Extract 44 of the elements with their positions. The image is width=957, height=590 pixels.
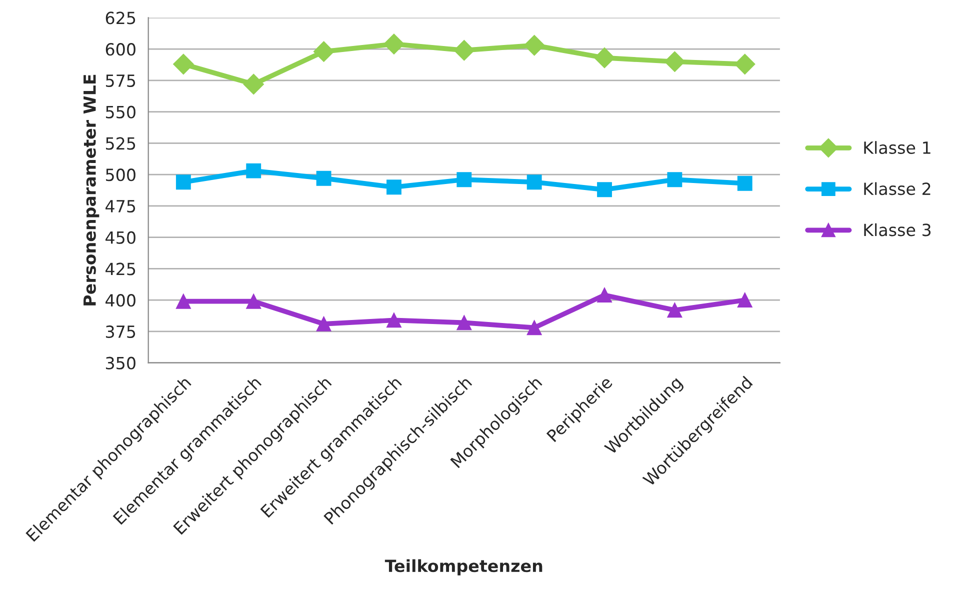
point	[594, 48, 615, 68]
y-tick-label: 625	[106, 12, 136, 24]
point	[316, 170, 332, 186]
point	[386, 312, 402, 328]
point	[664, 51, 686, 72]
y-tick-label: 550	[106, 106, 136, 118]
y-tick-label: 475	[106, 200, 136, 213]
point	[386, 180, 402, 195]
point	[316, 316, 332, 332]
point	[246, 294, 262, 309]
point	[734, 54, 756, 74]
point	[456, 172, 472, 188]
point	[667, 172, 682, 188]
point	[456, 315, 472, 330]
point	[384, 34, 404, 54]
point	[454, 40, 474, 61]
point	[313, 41, 334, 62]
y-tick-label: 525	[106, 137, 136, 150]
y-tick-label: 400	[106, 294, 136, 307]
y-tick-label: 575	[106, 74, 136, 88]
point	[176, 174, 191, 190]
point	[526, 174, 542, 190]
point	[737, 176, 752, 191]
point	[524, 34, 545, 56]
y-tick-label: 375	[106, 325, 136, 338]
point	[597, 288, 612, 303]
y-tick-label: 600	[106, 43, 136, 56]
point	[737, 292, 752, 308]
legend-label: Klasse 2	[864, 182, 930, 196]
point	[246, 163, 262, 178]
point	[526, 320, 542, 336]
y-tick-label: 350	[106, 356, 136, 370]
point	[176, 294, 191, 309]
point	[243, 74, 264, 95]
legend-label: Klasse 3	[864, 223, 931, 236]
y-tick-label: 500	[106, 168, 136, 182]
y-tick-label: 425	[106, 262, 136, 276]
point	[597, 182, 612, 198]
y-axis-title: Personenparameter WLE	[84, 74, 100, 306]
legend-label: Klasse 1	[864, 141, 930, 154]
y-tick-label: 450	[106, 231, 136, 244]
point	[173, 54, 194, 74]
x-axis-title: Teilkompetenzen	[384, 559, 542, 576]
point	[667, 302, 682, 318]
